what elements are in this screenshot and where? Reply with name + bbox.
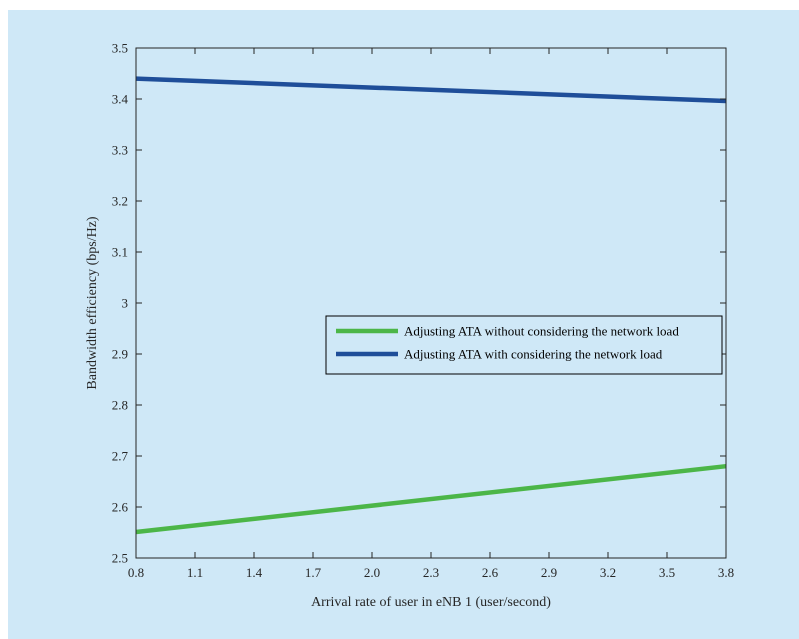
y-tick-label: 3.3 (112, 143, 128, 158)
x-tick-label: 0.8 (128, 565, 144, 580)
y-tick-label: 2.6 (112, 500, 129, 515)
x-tick-label: 3.8 (718, 565, 734, 580)
x-tick-label: 3.2 (600, 565, 616, 580)
x-tick-label: 1.7 (305, 565, 322, 580)
y-tick-label: 2.9 (112, 347, 128, 362)
x-tick-label: 3.5 (659, 565, 675, 580)
x-tick-label: 2.9 (541, 565, 557, 580)
ticks-layer: 0.8 1.1 1.4 1.7 2.0 2.3 2.6 2.9 3.2 3.5 3.8 2.5 2.6 2… (112, 41, 734, 581)
y-tick-label: 3.5 (112, 41, 128, 56)
series-layer (135, 76, 727, 535)
chart-figure: 0.8 1.1 1.4 1.7 2.0 2.3 2.6 2.9 3.2 3.5 3.8 2.5 2.6 2… (8, 10, 799, 639)
y-tick-label: 2.8 (112, 398, 128, 413)
y-tick-label: 3.4 (112, 92, 129, 107)
legend-label-2: Adjusting ATA with considering the netwo… (404, 347, 663, 362)
x-tick-label: 1.4 (246, 565, 263, 580)
x-tick-label: 2.6 (482, 565, 499, 580)
y-tick-label: 3 (122, 296, 129, 311)
y-tick-label: 2.7 (112, 449, 129, 464)
y-tick-label: 3.2 (112, 194, 128, 209)
x-axis-label: Arrival rate of user in eNB 1 (user/seco… (311, 595, 551, 610)
legend-box (325, 315, 723, 375)
x-tick-label: 1.1 (187, 565, 203, 580)
legend: Adjusting ATA without considering the ne… (325, 315, 723, 375)
y-tick-label: 3.1 (112, 245, 128, 260)
y-tick-label: 2.5 (112, 551, 128, 566)
y-axis-label: Bandwidth efficiency (bps/Hz) (85, 216, 100, 389)
x-tick-label: 2.0 (364, 565, 380, 580)
series-line-2 (135, 76, 727, 104)
plot-area (136, 48, 726, 558)
series-line-1 (135, 463, 727, 535)
line-chart: 0.8 1.1 1.4 1.7 2.0 2.3 2.6 2.9 3.2 3.5 3.8 2.5 2.6 2… (85, 41, 734, 611)
x-tick-label: 2.3 (423, 565, 439, 580)
legend-label-1: Adjusting ATA without considering the ne… (404, 324, 679, 339)
